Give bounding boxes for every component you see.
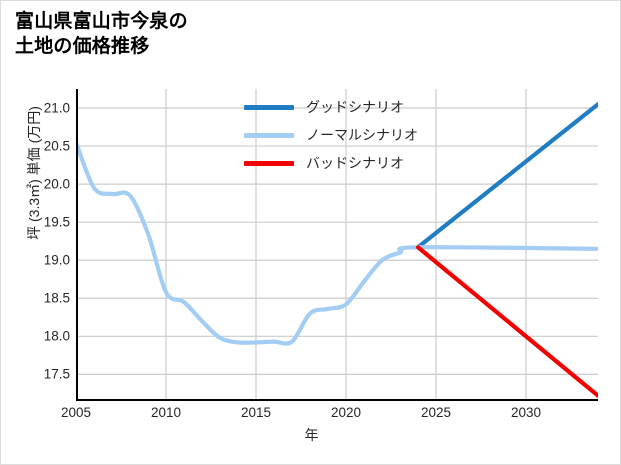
axes-frame (76, 89, 598, 401)
x-axis-label: 年 (304, 427, 319, 443)
legend-label: バッドシナリオ (306, 155, 404, 171)
legend-label: ノーマルシナリオ (306, 127, 418, 143)
x-tick-label: 2025 (420, 405, 452, 420)
series-line (415, 245, 598, 398)
chart-legend: グッドシナリオ ノーマルシナリオ バッドシナリオ (244, 93, 459, 177)
series-line (415, 102, 598, 250)
legend-item[interactable]: バッドシナリオ (244, 149, 459, 177)
grid-lines (76, 89, 598, 401)
chart-canvas (76, 89, 598, 401)
y-tick-label: 20.5 (43, 138, 70, 154)
y-tick-label: 18.0 (43, 328, 70, 344)
y-tick-label: 19.5 (43, 214, 70, 230)
legend-item[interactable]: ノーマルシナリオ (244, 121, 459, 149)
chart-title: 富山県富山市今泉の 土地の価格推移 (15, 11, 188, 58)
y-tick-label: 20.0 (43, 176, 70, 192)
x-tick-label: 2020 (330, 405, 362, 420)
x-axis-tick-labels: 2005 2010 2015 2020 2025 2030 (61, 405, 598, 425)
legend-label: グッドシナリオ (306, 99, 404, 115)
y-axis-tick-labels: 17.5 18.0 18.5 19.0 19.5 20.0 20.5 21.0 (15, 89, 70, 401)
legend-color-swatch (244, 104, 294, 110)
y-tick-label: 21.0 (43, 100, 70, 116)
y-tick-label: 19.0 (43, 252, 70, 268)
y-tick-label: 17.5 (43, 366, 70, 382)
y-tick-label: 18.5 (43, 290, 70, 306)
legend-item[interactable]: グッドシナリオ (244, 93, 459, 121)
x-tick-label: 2030 (510, 405, 542, 420)
x-tick-label: 2015 (240, 405, 272, 420)
x-tick-label: 2010 (150, 405, 182, 420)
plot-area (76, 89, 598, 401)
x-tick-label: 2005 (60, 405, 92, 420)
series-lines (76, 102, 598, 398)
series-line (76, 140, 598, 346)
y-axis-label: 坪 (3.3㎡) 単価 (万円) (26, 106, 42, 240)
legend-color-swatch (244, 132, 294, 138)
legend-color-swatch (244, 160, 294, 166)
